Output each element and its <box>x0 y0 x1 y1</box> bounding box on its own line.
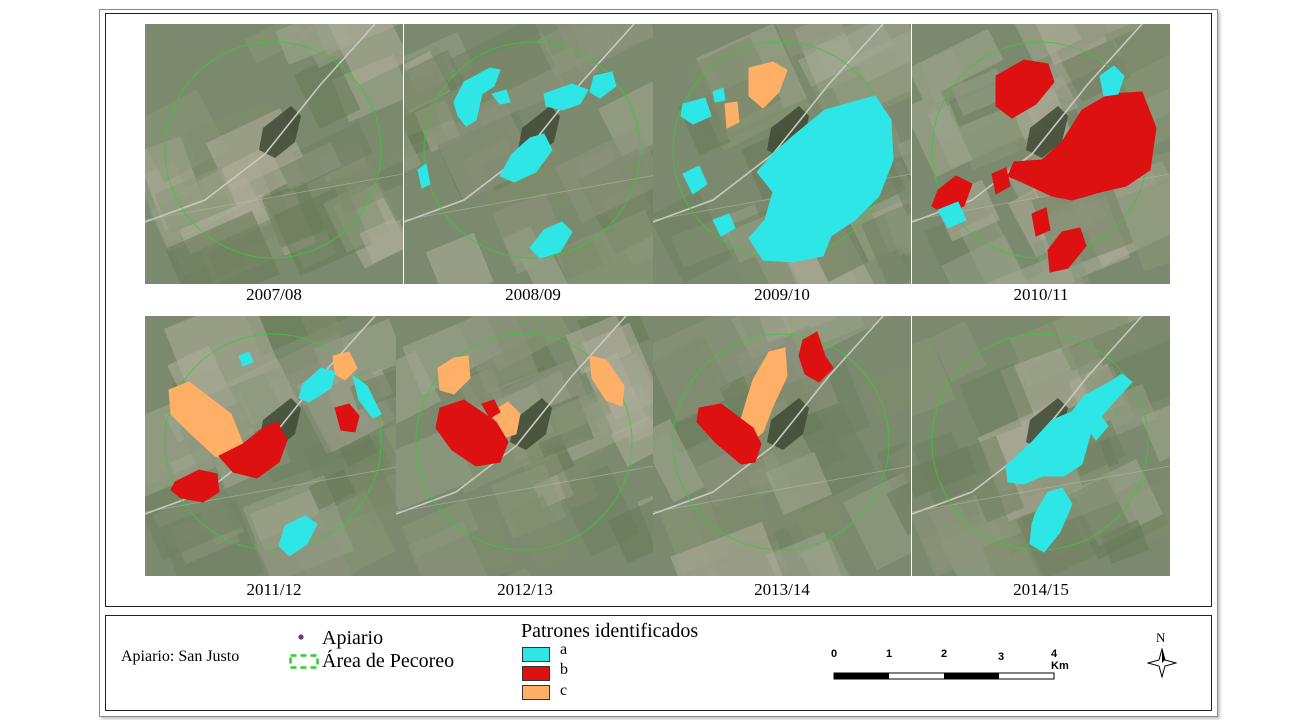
forage-area-circle <box>415 333 633 551</box>
satellite-map <box>404 24 662 284</box>
satellite-map <box>912 316 1170 576</box>
pattern-a-patch <box>238 351 254 367</box>
scale-tick-label: 3 <box>998 651 1005 663</box>
pattern-c-patch <box>589 355 625 407</box>
forage-area-circle <box>164 41 382 259</box>
pattern-b-swatch <box>522 666 550 681</box>
satellite-map <box>912 24 1170 284</box>
pattern-a-patch <box>529 221 573 259</box>
pattern-b-patch <box>1047 227 1087 273</box>
pattern-c-swatch <box>522 685 550 700</box>
map-panel <box>404 24 662 284</box>
scale-tick-label: 2 <box>941 648 948 660</box>
scale-tick-label: 1 <box>886 648 893 660</box>
period-label: 2009/10 <box>754 285 810 304</box>
north-label: N <box>1156 630 1166 645</box>
north-arrow-icon <box>1147 648 1177 678</box>
map-panel <box>145 24 403 284</box>
apiary-name: Apiario: San Justo <box>121 648 240 665</box>
apiary-point-symbol <box>298 634 304 640</box>
pattern-a-patch <box>589 71 617 99</box>
pattern-a-swatch <box>522 647 550 662</box>
satellite-map <box>396 316 654 576</box>
pattern-a-patch <box>1029 487 1073 553</box>
satellite-map <box>145 24 403 284</box>
pattern-b-patch <box>170 469 220 503</box>
period-label: 2011/12 <box>246 580 302 599</box>
map-layout-frame <box>99 9 1218 717</box>
period-label: 2014/15 <box>1013 580 1069 599</box>
map-panels-frame <box>105 13 1212 607</box>
pattern-a-patch <box>748 95 894 263</box>
pattern-b-patch <box>1007 91 1157 201</box>
pattern-b-patch <box>696 403 762 465</box>
satellite-map <box>653 24 911 284</box>
pattern-b-patch <box>995 59 1055 119</box>
pattern-a-patch <box>352 374 382 419</box>
pattern-a-patch <box>491 89 511 105</box>
pattern-a-patch <box>543 83 589 111</box>
pattern-a-patch <box>937 201 967 229</box>
pattern-b-patch <box>218 421 288 479</box>
pattern-b-patch <box>991 167 1011 195</box>
pattern-b-patch <box>1031 207 1051 237</box>
scale-bar-graphic <box>833 672 1055 680</box>
period-label: 2013/14 <box>754 580 810 599</box>
forage-area-symbol <box>289 654 319 669</box>
pattern-a-patch <box>680 97 712 125</box>
pattern-a-patch <box>1081 411 1109 441</box>
scale-tick-label: 0 <box>831 648 838 660</box>
pattern-c-label: c <box>560 682 568 699</box>
map-panel <box>912 316 1170 576</box>
period-label: 2007/08 <box>246 285 302 304</box>
map-panel <box>396 316 654 576</box>
pattern-b-patch <box>435 399 509 467</box>
scale-tick-label: 4 Km <box>1051 648 1069 672</box>
pattern-b-patch <box>481 399 501 419</box>
pattern-c-patch <box>332 351 358 381</box>
pattern-a-patch <box>712 213 736 237</box>
legend-frame <box>105 615 1212 711</box>
apiary-point-label: Apiario <box>322 627 384 649</box>
period-label: 2012/13 <box>497 580 553 599</box>
pattern-a-patch <box>1099 65 1125 97</box>
period-label: 2010/11 <box>1013 285 1069 304</box>
pattern-a-patch <box>499 133 553 183</box>
pattern-c-patch <box>748 61 788 109</box>
forage-area-circle <box>672 333 890 551</box>
map-panel <box>653 316 911 576</box>
map-panel <box>145 316 403 576</box>
period-label: 2008/09 <box>505 285 561 304</box>
pattern-b-patch <box>334 403 360 433</box>
pattern-c-patch <box>724 101 740 129</box>
pattern-b-label: b <box>560 661 568 678</box>
satellite-map <box>653 316 911 576</box>
pattern-a-patch <box>453 67 501 127</box>
forage-area-circle <box>164 333 382 551</box>
map-panel <box>912 24 1170 284</box>
forage-area-label: Área de Pecoreo <box>322 650 455 672</box>
pattern-a-patch <box>682 165 708 195</box>
pattern-a-label: a <box>560 641 568 658</box>
pattern-a-patch <box>1005 373 1133 485</box>
pattern-a-patch <box>298 367 336 403</box>
satellite-map <box>145 316 403 576</box>
pattern-a-patch <box>278 515 318 557</box>
pattern-a-patch <box>712 87 726 103</box>
forage-area-circle <box>423 41 641 259</box>
pattern-b-patch <box>798 331 834 383</box>
pattern-a-patch <box>417 163 431 189</box>
pattern-c-patch <box>437 355 471 395</box>
pattern-b-patch <box>931 175 973 215</box>
map-panel <box>653 24 911 284</box>
patterns-title: Patrones identificados <box>521 620 699 642</box>
